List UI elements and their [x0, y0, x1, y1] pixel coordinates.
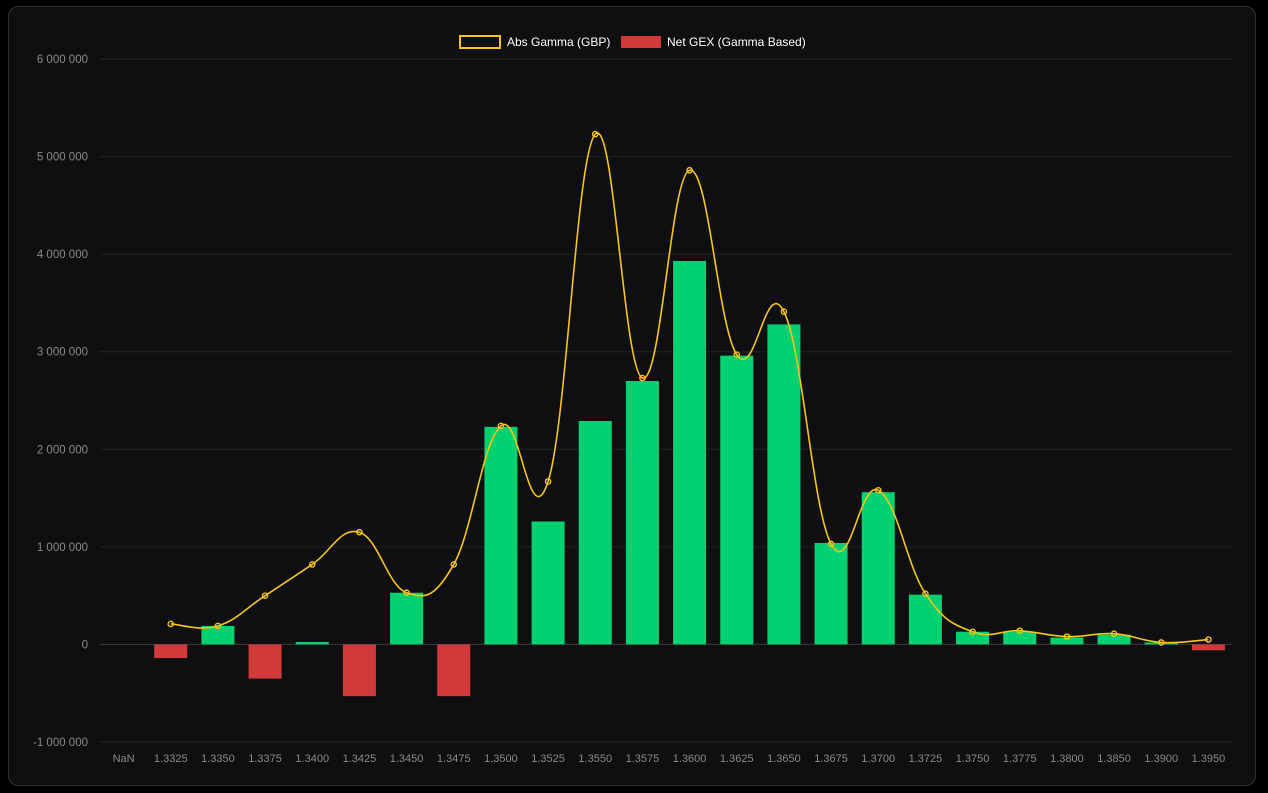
x-tick-label: 1.3375: [248, 753, 282, 765]
bar[interactable]: [814, 542, 848, 645]
legend-label-net-gex[interactable]: Net GEX (Gamma Based): [667, 35, 806, 49]
line-series: [167, 130, 1212, 646]
line-point[interactable]: [308, 561, 316, 568]
grid-lines: [100, 58, 1232, 743]
line-point[interactable]: [733, 351, 741, 358]
line-point[interactable]: [1063, 633, 1071, 640]
line-point[interactable]: [827, 540, 835, 548]
y-tick-label: -1 000 000: [33, 737, 88, 749]
x-tick-label: 1.3850: [1097, 753, 1131, 765]
line-point[interactable]: [591, 130, 599, 138]
bar[interactable]: [908, 594, 942, 645]
bar-series: [154, 260, 1225, 697]
x-tick-label: 1.3650: [767, 753, 801, 765]
line-point[interactable]: [214, 622, 222, 630]
x-tick-label: 1.3950: [1192, 753, 1226, 765]
y-tick-label: 0: [82, 639, 88, 651]
legend[interactable]: Abs Gamma (GBP) Net GEX (Gamma Based): [459, 35, 806, 49]
bar[interactable]: [1191, 644, 1225, 651]
x-tick-label: NaN: [113, 753, 135, 765]
x-tick-label: 1.3450: [390, 753, 424, 765]
line-point[interactable]: [497, 422, 505, 430]
line-point[interactable]: [874, 486, 882, 494]
y-tick-label: 4 000 000: [37, 249, 88, 261]
line-point[interactable]: [1016, 627, 1024, 635]
line-point[interactable]: [544, 478, 552, 485]
line-point[interactable]: [1110, 630, 1118, 637]
bar[interactable]: [625, 380, 659, 645]
x-tick-label: 1.3775: [1003, 753, 1037, 765]
bar[interactable]: [154, 644, 188, 659]
x-tick-label: 1.3325: [154, 753, 188, 765]
x-tick-label: 1.3525: [531, 753, 565, 765]
line-point[interactable]: [403, 589, 410, 597]
x-tick-label: 1.3500: [484, 753, 518, 765]
x-tick-label: 1.3400: [295, 753, 329, 765]
bar[interactable]: [720, 355, 754, 645]
line-point[interactable]: [261, 592, 269, 599]
y-tick-label: 5 000 000: [37, 152, 88, 164]
bar[interactable]: [1144, 642, 1178, 645]
bar[interactable]: [484, 426, 518, 645]
x-tick-label: 1.3675: [814, 753, 848, 765]
x-tick-label: 1.3800: [1050, 753, 1084, 765]
line-point[interactable]: [639, 374, 646, 382]
y-tick-label: 3 000 000: [37, 347, 88, 359]
line-point[interactable]: [356, 528, 363, 536]
bar[interactable]: [956, 631, 990, 645]
line-point[interactable]: [922, 590, 929, 597]
x-tick-label: 1.3725: [909, 753, 943, 765]
bar[interactable]: [1097, 634, 1131, 645]
line-point[interactable]: [1205, 636, 1212, 643]
legend-label-abs-gamma[interactable]: Abs Gamma (GBP): [507, 35, 610, 49]
bar[interactable]: [295, 641, 329, 645]
x-tick-label: 1.3425: [343, 753, 377, 765]
bar[interactable]: [342, 644, 376, 697]
x-tick-label: 1.3550: [578, 753, 612, 765]
bar[interactable]: [437, 644, 471, 697]
x-tick-label: 1.3475: [437, 753, 471, 765]
x-tick-label: 1.3575: [626, 753, 660, 765]
bar[interactable]: [201, 625, 235, 645]
y-tick-label: 6 000 000: [37, 54, 88, 66]
bar[interactable]: [767, 324, 801, 645]
line-point[interactable]: [686, 166, 693, 174]
x-tick-label: 1.3750: [956, 753, 990, 765]
x-tick-label: 1.3600: [673, 753, 707, 765]
y-axis-ticks: -1 000 000 0 1 000 000 2 000 000 3 000 000 4 …: [33, 54, 88, 749]
line-point[interactable]: [167, 620, 175, 628]
abs-gamma-line: [170, 132, 1209, 644]
bar[interactable]: [1050, 637, 1084, 645]
bar[interactable]: [1003, 631, 1037, 645]
bar[interactable]: [248, 644, 282, 679]
line-point[interactable]: [969, 628, 976, 636]
line-point[interactable]: [450, 561, 458, 568]
bar[interactable]: [578, 420, 612, 645]
bar[interactable]: [861, 492, 895, 645]
legend-swatch-abs-gamma[interactable]: [459, 35, 501, 49]
bar[interactable]: [390, 592, 424, 645]
bar[interactable]: [673, 260, 707, 645]
y-tick-label: 2 000 000: [37, 444, 88, 456]
line-point[interactable]: [780, 308, 788, 316]
x-tick-label: 1.3625: [720, 753, 754, 765]
x-tick-label: 1.3700: [861, 753, 895, 765]
bar[interactable]: [531, 521, 565, 645]
x-axis-ticks: NaN 1.3325 1.3350 1.3375 1.3400 1.3425 1.3450 1…: [113, 753, 1226, 765]
line-point[interactable]: [1157, 639, 1165, 646]
x-tick-label: 1.3900: [1144, 753, 1178, 765]
legend-swatch-net-gex[interactable]: [621, 36, 661, 48]
x-tick-label: 1.3350: [201, 753, 235, 765]
y-tick-label: 1 000 000: [37, 542, 88, 554]
